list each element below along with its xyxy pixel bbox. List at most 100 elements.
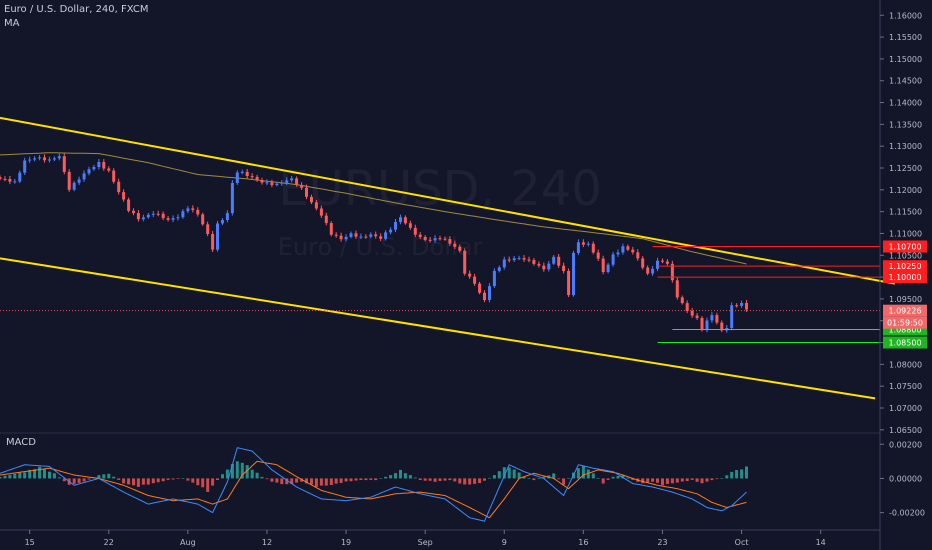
candle [295, 176, 299, 187]
candle-body [216, 223, 219, 250]
candle [339, 232, 343, 242]
time-tick-label: 22 [104, 538, 114, 547]
candle [403, 215, 407, 225]
macd-histogram-bar [0, 477, 2, 479]
macd-histogram-bar [260, 476, 264, 479]
candle [319, 205, 323, 218]
macd-histogram-bar [502, 467, 506, 479]
macd-histogram-bar [161, 478, 165, 482]
candle-body [384, 232, 388, 239]
macd-histogram-bar [532, 478, 536, 481]
price-pane[interactable] [0, 116, 896, 434]
macd-histogram-bar [225, 469, 229, 479]
candle [161, 211, 165, 221]
candle-body [581, 242, 585, 245]
candle-body [339, 235, 343, 240]
channel-upper-trendline[interactable] [0, 116, 896, 285]
candle-body [680, 297, 684, 304]
macd-histogram-bar [690, 478, 694, 480]
candle-body [537, 263, 541, 266]
candle [112, 168, 116, 184]
candle [102, 159, 106, 171]
time-tick-label: 15 [25, 538, 35, 547]
macd-histogram-bar [48, 471, 51, 479]
price-badge-box [883, 260, 927, 273]
candle-body [512, 258, 516, 261]
macd-histogram-bar [151, 478, 155, 484]
macd-histogram-bar [334, 478, 338, 484]
price-tick-label: 1.11000 [889, 230, 922, 239]
macd-histogram-bar [596, 478, 600, 479]
candle [136, 210, 140, 222]
time-tick-label: 16 [578, 538, 588, 547]
candle-body [329, 223, 333, 235]
macd-histogram-bar [18, 472, 22, 479]
candle [745, 300, 748, 312]
candle [507, 256, 511, 263]
candle-body [62, 156, 66, 172]
candle [324, 212, 328, 226]
macd-histogram-bar [43, 469, 46, 479]
candle [492, 268, 496, 289]
candle [87, 166, 91, 176]
price-tick-label: 1.07500 [889, 382, 922, 391]
candle [8, 175, 12, 185]
price-badge-text: 1.08500 [888, 339, 921, 348]
macd-histogram-bar [527, 478, 531, 479]
macd-pane[interactable] [0, 447, 748, 522]
macd-histogram-bar [314, 478, 318, 487]
macd-histogram-bar [413, 477, 417, 479]
macd-histogram-bar [295, 478, 299, 483]
candle [300, 182, 304, 190]
candle-body [72, 182, 76, 190]
candle-body [527, 259, 531, 261]
ma-indicator-label[interactable]: MA [4, 18, 20, 29]
channel-lower-trendline[interactable] [0, 257, 876, 400]
candle-body [542, 265, 546, 270]
candle [344, 234, 348, 242]
macd-histogram-bar [8, 474, 12, 479]
candle-body [240, 171, 244, 173]
candle-body [656, 260, 659, 269]
macd-histogram-bar [542, 476, 546, 479]
time-axis[interactable]: 15 22 Aug 12 19 Sep 9 16 23 Oct 14 [0, 529, 880, 547]
candle-body [77, 179, 81, 183]
candle-body [700, 318, 704, 331]
candle-body [621, 246, 625, 253]
candle-body [463, 250, 467, 274]
candle-body [720, 322, 724, 331]
bar-countdown-label: 01:59:50 [883, 316, 927, 329]
support-price-label: 1.08500 [883, 336, 927, 349]
candle-body [196, 209, 200, 215]
candle-body [379, 236, 383, 239]
time-tick-label: 23 [657, 538, 667, 547]
macd-histogram-bar [52, 473, 56, 479]
candle-body [745, 303, 748, 310]
macd-histogram-bar [423, 478, 427, 481]
macd-histogram-bar [715, 478, 719, 480]
candle [418, 232, 422, 240]
candle [186, 205, 190, 214]
candle-body [562, 265, 566, 271]
candle-body [176, 217, 180, 219]
symbol-title[interactable]: Euro / U.S. Dollar, 240, FXCM [4, 4, 149, 15]
macd-indicator-label[interactable]: MACD [6, 437, 36, 448]
candle [547, 260, 551, 272]
candle [616, 249, 620, 257]
candle-body [695, 315, 699, 318]
candle-body [443, 238, 447, 240]
candle [235, 170, 239, 185]
macd-histogram-bar [408, 475, 412, 479]
candle [591, 241, 595, 255]
candle-body [374, 234, 378, 237]
candle [512, 256, 516, 262]
candle-body [428, 239, 432, 241]
candle [72, 180, 76, 192]
candle [562, 262, 566, 274]
candle-body [82, 173, 86, 180]
macd-histogram-bar [349, 478, 353, 482]
price-tick-label: 1.09500 [889, 295, 922, 304]
candle-body [102, 162, 106, 169]
candle-body [517, 258, 521, 260]
macd-histogram-bar [28, 469, 32, 479]
